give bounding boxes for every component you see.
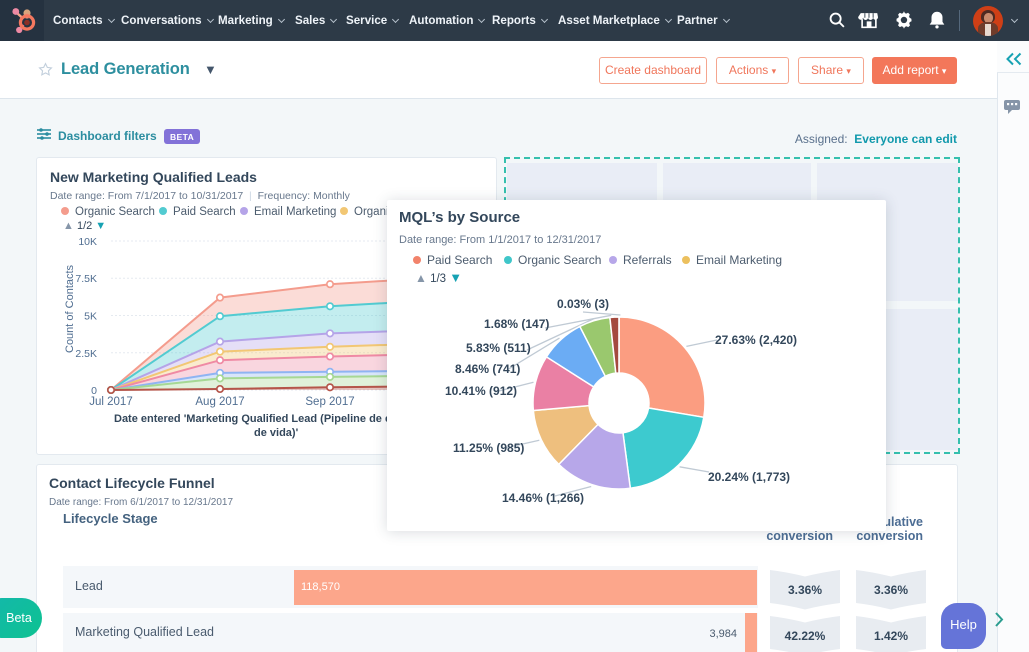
svg-text:0: 0 — [91, 385, 97, 397]
svg-text:Jul 2017: Jul 2017 — [89, 396, 132, 408]
svg-text:10K: 10K — [78, 236, 97, 248]
svg-text:Aug 2017: Aug 2017 — [195, 396, 244, 408]
svg-text:7.5K: 7.5K — [75, 273, 97, 285]
svg-text:Count of Contacts: Count of Contacts — [64, 264, 76, 353]
svg-text:Sep 2017: Sep 2017 — [305, 396, 354, 408]
svg-text:2.5K: 2.5K — [75, 348, 97, 360]
svg-text:5K: 5K — [84, 311, 97, 323]
